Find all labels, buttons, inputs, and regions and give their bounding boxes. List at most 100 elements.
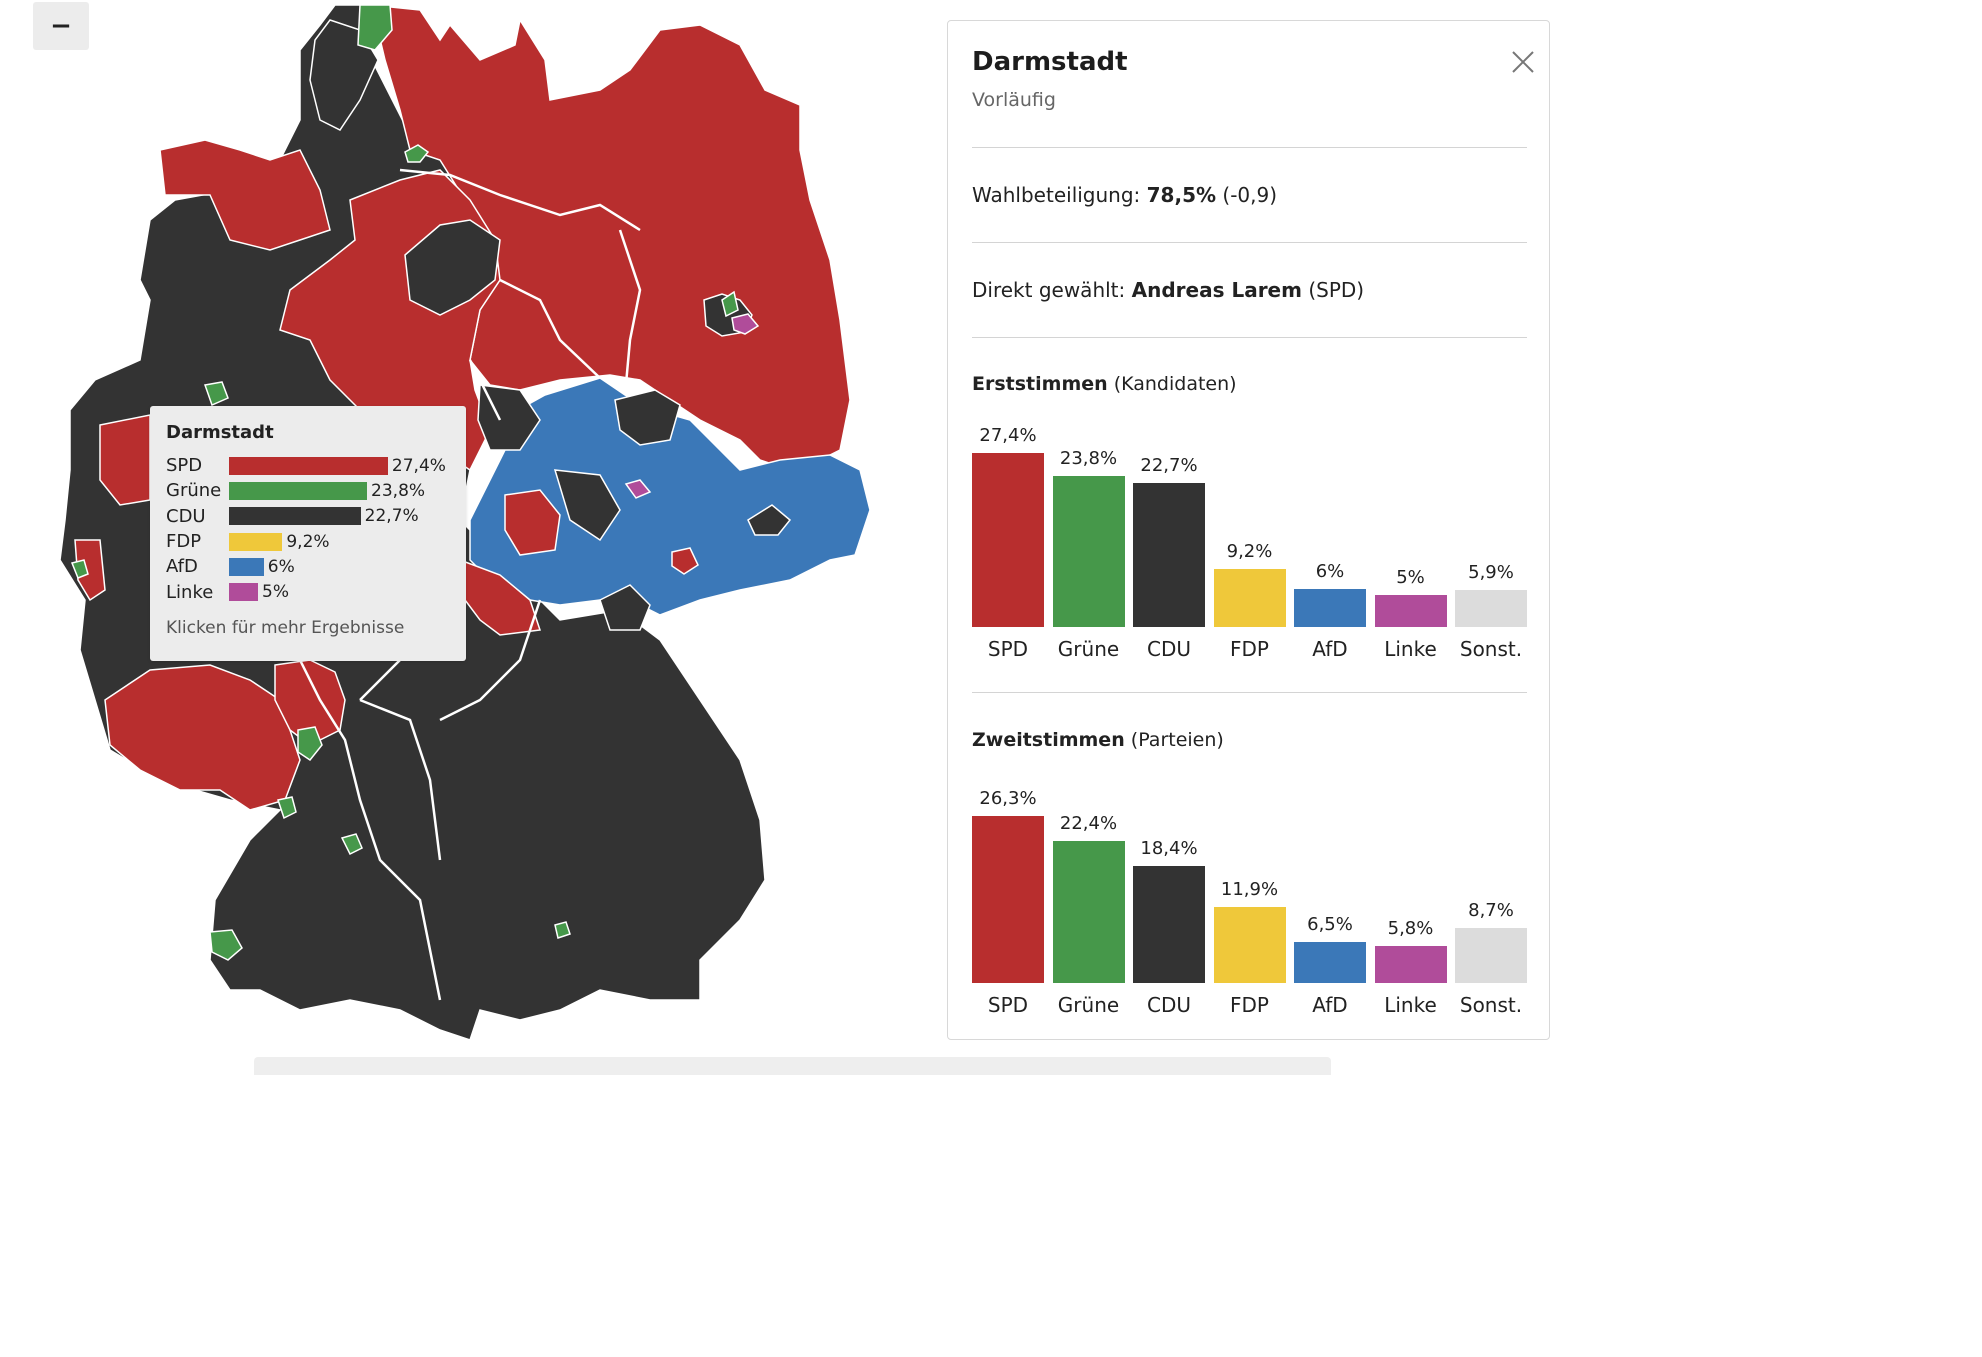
tooltip-value: 23,8% <box>371 480 426 501</box>
bar <box>1133 482 1205 627</box>
erststimmen-chart: 27,4% SPD 23,8% Grüne 22,7% CDU 9,2% FDP 6% AfD 5%… <box>972 401 1532 661</box>
panel-subtitle: Vorläufig <box>972 89 1056 111</box>
region-franken-cdu[interactable] <box>553 469 621 542</box>
region-karlsruhe-gruene[interactable] <box>277 796 297 820</box>
close-icon[interactable] <box>1508 47 1538 77</box>
bar-column: 5,8% Linke <box>1374 757 1447 1017</box>
tooltip-row: FDP 9,2% <box>166 529 450 554</box>
bar-category-label: Grüne <box>1057 637 1120 661</box>
region-hesse-north-spd[interactable] <box>459 558 542 636</box>
bar-value-label: 22,7% <box>1140 454 1198 476</box>
region-erfurt-spd[interactable] <box>504 489 561 556</box>
bar-category-label: SPD <box>987 637 1029 661</box>
erststimmen-title-bold: Erststimmen <box>972 373 1108 395</box>
region-vogtland-cdu[interactable] <box>599 584 651 631</box>
region-darmstadt-gruene[interactable] <box>297 726 323 762</box>
bar-category-label: Sonst. <box>1459 993 1523 1017</box>
divider <box>972 147 1527 148</box>
region-aachen-gruene[interactable] <box>70 559 89 579</box>
tooltip-value: 27,4% <box>391 455 446 476</box>
bar <box>972 816 1044 983</box>
region-dresden-cdu[interactable] <box>747 504 792 536</box>
direct-party: (SPD) <box>1308 278 1365 302</box>
region-hannover-cdu[interactable] <box>404 219 501 316</box>
bar-column: 27,4% SPD <box>972 401 1044 661</box>
zweitstimmen-subtitle: (Parteien) <box>1130 729 1224 751</box>
legend-bar <box>254 1057 1331 1075</box>
region-flensburg-gruene[interactable] <box>357 4 393 51</box>
tooltip-row: Grüne 23,8% <box>166 478 450 503</box>
region-hamburg-gruene[interactable] <box>404 144 430 163</box>
tooltip-bar <box>229 557 264 576</box>
tooltip-value: 6% <box>267 556 295 577</box>
region-munich-gruene[interactable] <box>554 921 571 939</box>
region-chemnitz-spd[interactable] <box>671 547 699 575</box>
erststimmen-subtitle: (Kandidaten) <box>1113 373 1237 395</box>
region-freiburg-gruene[interactable] <box>209 929 243 961</box>
region-berlin-gruene[interactable] <box>721 290 739 318</box>
election-map[interactable]: − Darmstadt SPD 27,4% Grüne 23,8% CDU 22,7% FD… <box>0 0 940 1075</box>
bar-column: 11,9% FDP <box>1213 757 1286 1017</box>
divider <box>972 692 1527 693</box>
tooltip-bar <box>229 456 388 475</box>
tooltip-party-label: Grüne <box>166 480 222 502</box>
bar-value-label: 5% <box>1396 567 1425 589</box>
bar-value-label: 18,4% <box>1140 838 1198 860</box>
bar-value-label: 5,8% <box>1387 918 1434 940</box>
bar <box>1374 595 1447 627</box>
direct-label: Direkt gewählt: <box>972 278 1126 302</box>
direct-name: Andreas Larem <box>1131 278 1302 302</box>
region-bielefeld-gruene[interactable] <box>204 381 229 407</box>
bar-column: 22,7% CDU <box>1133 401 1205 661</box>
zoom-out-button[interactable]: − <box>33 2 89 50</box>
tooltip-party-label: FDP <box>166 531 202 553</box>
bar-value-label: 9,2% <box>1226 540 1273 562</box>
bar-category-label: Linke <box>1384 993 1437 1017</box>
tooltip-row: AfD 6% <box>166 554 450 579</box>
bar-value-label: 23,8% <box>1059 447 1118 469</box>
tooltip-row: Linke 5% <box>166 579 450 604</box>
tooltip-party-label: SPD <box>166 455 203 477</box>
tooltip-bar <box>229 532 283 551</box>
tooltip-hint: Klicken für mehr Ergebnisse <box>166 617 405 638</box>
bar <box>1374 946 1447 983</box>
region-berlin-linke[interactable] <box>731 313 760 335</box>
bar-column: 6,5% AfD <box>1294 757 1366 1017</box>
bar-column: 18,4% CDU <box>1133 757 1205 1017</box>
bar-category-label: Grüne <box>1057 993 1120 1017</box>
bar-category-label: SPD <box>987 993 1029 1017</box>
direct-line: Direkt gewählt: Andreas Larem (SPD) <box>972 278 1364 302</box>
tooltip-value: 9,2% <box>286 531 330 552</box>
bar-value-label: 26,3% <box>979 787 1037 809</box>
bar <box>1455 589 1527 627</box>
divider <box>972 337 1527 338</box>
bar-category-label: AfD <box>1312 993 1348 1017</box>
bar-value-label: 6,5% <box>1307 913 1353 935</box>
region-stuttgart-gruene[interactable] <box>340 833 363 856</box>
bar-column: 5% Linke <box>1374 401 1447 661</box>
tooltip-bar <box>229 583 258 602</box>
region-northwest-spd[interactable] <box>159 139 331 251</box>
region-eichsfeld-cdu[interactable] <box>477 384 541 451</box>
bar-category-label: CDU <box>1146 637 1191 661</box>
bar-column: 6% AfD <box>1294 401 1366 661</box>
panel-title: Darmstadt <box>972 47 1128 77</box>
result-panel: Darmstadt Vorläufig Wahlbeteiligung: 78,… <box>947 20 1550 1040</box>
turnout-change: (-0,9) <box>1222 183 1278 207</box>
tooltip-value: 5% <box>262 582 289 603</box>
bar-column: 26,3% SPD <box>972 757 1044 1017</box>
erststimmen-title: Erststimmen (Kandidaten) <box>972 373 1237 395</box>
bar <box>1455 927 1527 983</box>
region-leipzig-linke[interactable] <box>624 479 652 499</box>
region-rhineland-spd[interactable] <box>99 414 151 506</box>
bar-value-label: 27,4% <box>979 425 1037 446</box>
divider <box>972 242 1527 243</box>
zweitstimmen-title: Zweitstimmen (Parteien) <box>972 729 1224 751</box>
tooltip-bar <box>229 481 368 500</box>
germany-constituency-map[interactable] <box>0 0 940 1075</box>
bar-value-label: 8,7% <box>1468 899 1514 921</box>
bar <box>1052 475 1125 627</box>
bar-value-label: 22,4% <box>1059 812 1118 834</box>
zweitstimmen-chart: 26,3% SPD 22,4% Grüne 18,4% CDU 11,9% FDP 6,5% Af… <box>972 757 1532 1017</box>
region-thuringia-cdu[interactable] <box>614 389 681 446</box>
